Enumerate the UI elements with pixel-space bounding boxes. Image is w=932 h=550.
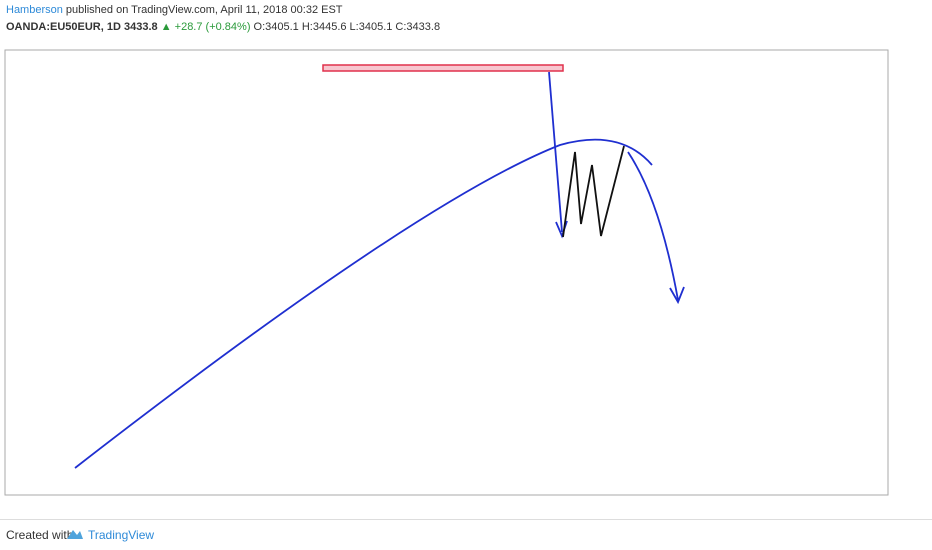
arrow-head: [669, 286, 685, 305]
logo: [67, 530, 83, 539]
chart: [4, 49, 889, 496]
header-line: Hamberson published on TradingView.com, …: [6, 4, 343, 16]
footer: Created with TradingView: [0, 519, 932, 550]
plot-frame: [4, 49, 889, 496]
header-line: OANDA:EU50EUR, 1D 3433.8 ▲ +28.7 (+0.84%…: [6, 21, 440, 33]
change: ▲ +28.7 (+0.84%): [160, 21, 251, 33]
arrow: [548, 71, 563, 233]
published: published on TradingView.com, April 11, …: [65, 4, 343, 16]
price: 3433.8: [123, 21, 158, 33]
ohlc: O:3405.1 H:3445.6 L:3405.1 C:3433.8: [253, 21, 441, 33]
author: Hamberson: [6, 4, 63, 16]
resistance-box: [322, 64, 564, 72]
created-with: Created with: [6, 528, 74, 542]
wave: [562, 145, 625, 238]
symbol: OANDA:EU50EUR, 1D: [6, 21, 121, 33]
arc: [74, 138, 653, 469]
arrow: [627, 151, 679, 301]
brand[interactable]: TradingView: [88, 528, 155, 542]
